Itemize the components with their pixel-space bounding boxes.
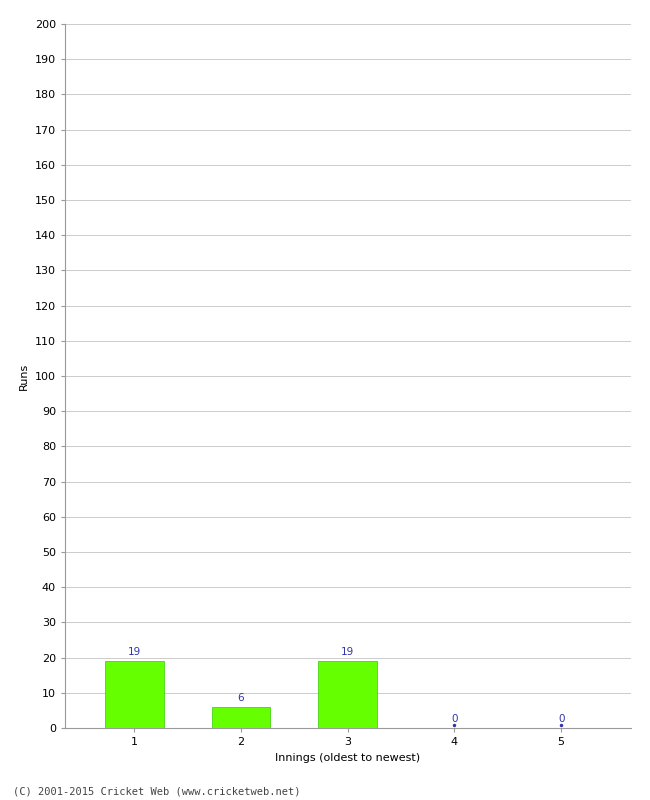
Bar xyxy=(105,661,164,728)
Text: (C) 2001-2015 Cricket Web (www.cricketweb.net): (C) 2001-2015 Cricket Web (www.cricketwe… xyxy=(13,786,300,796)
X-axis label: Innings (oldest to newest): Innings (oldest to newest) xyxy=(275,753,421,762)
Text: 6: 6 xyxy=(238,693,244,702)
Y-axis label: Runs: Runs xyxy=(20,362,29,390)
Bar xyxy=(318,661,377,728)
Bar xyxy=(212,707,270,728)
Text: 19: 19 xyxy=(341,647,354,657)
Text: 0: 0 xyxy=(558,714,564,724)
Text: 0: 0 xyxy=(451,714,458,724)
Text: 19: 19 xyxy=(128,647,141,657)
